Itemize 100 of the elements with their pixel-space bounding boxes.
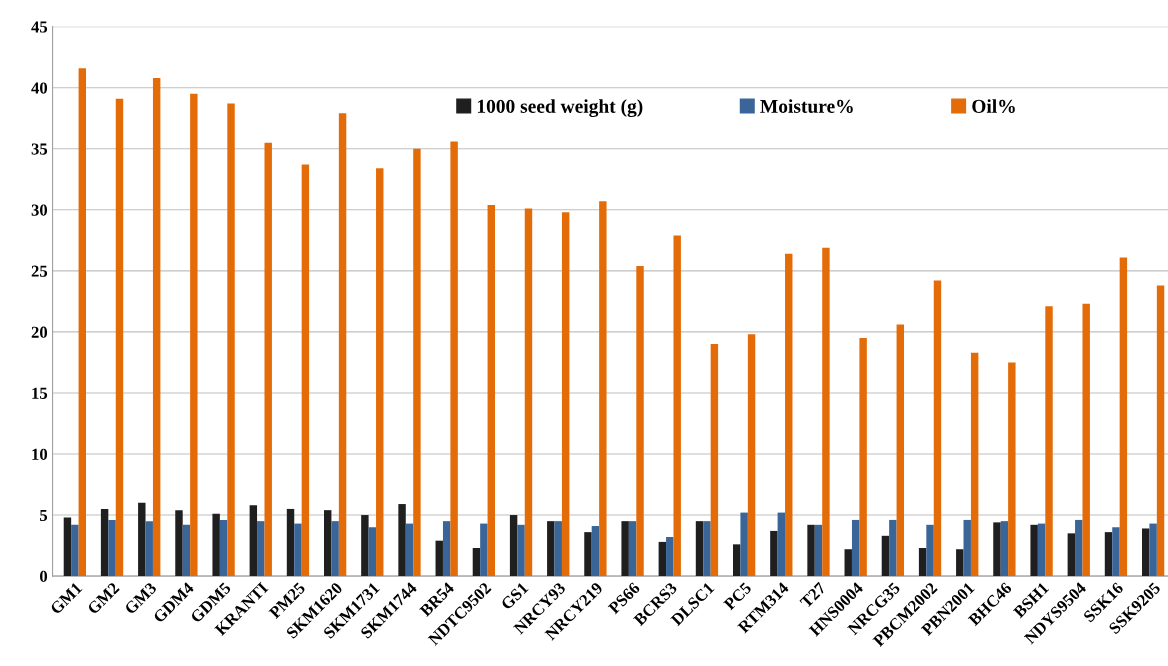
bar	[182, 524, 191, 577]
bar	[732, 544, 741, 577]
bar	[301, 164, 310, 577]
bar	[896, 324, 905, 577]
bar	[338, 113, 347, 577]
bar	[703, 521, 711, 577]
bar	[286, 508, 295, 577]
bar	[145, 521, 153, 577]
bar	[331, 521, 339, 577]
bar	[115, 98, 124, 577]
bar	[599, 201, 607, 577]
bar	[695, 521, 704, 577]
bar	[785, 253, 793, 577]
bar	[636, 265, 644, 577]
bar	[1082, 303, 1090, 577]
bar	[822, 247, 830, 577]
bar	[926, 524, 934, 577]
bar	[294, 523, 302, 577]
bar	[78, 68, 87, 577]
bar	[361, 515, 369, 577]
bar	[561, 212, 570, 577]
bar	[621, 521, 629, 577]
bar	[970, 352, 979, 577]
bar	[1000, 521, 1009, 577]
bar	[1149, 523, 1157, 577]
bar	[1067, 533, 1076, 577]
bar	[71, 524, 79, 577]
bar	[138, 502, 146, 577]
bar	[450, 141, 458, 577]
bar	[628, 521, 637, 577]
bar	[1008, 362, 1016, 577]
bar	[413, 148, 421, 577]
bar	[881, 535, 890, 577]
bar	[770, 530, 778, 577]
legend-label: 1000 seed weight (g)	[477, 99, 643, 117]
bar	[584, 532, 592, 577]
bar	[963, 519, 971, 577]
bar	[1075, 519, 1083, 577]
bar	[405, 523, 414, 577]
bar	[1045, 306, 1053, 577]
bar	[264, 142, 272, 577]
bar	[323, 510, 332, 577]
bar	[398, 504, 406, 577]
bar	[844, 549, 852, 577]
bar	[1112, 527, 1120, 577]
bar	[368, 527, 377, 577]
bar	[1037, 523, 1046, 577]
bar	[227, 103, 235, 577]
bar	[747, 334, 756, 577]
y-tick-label: 45	[31, 21, 48, 33]
bar	[956, 549, 964, 577]
bar	[257, 521, 265, 577]
bar	[740, 512, 748, 577]
bar	[212, 513, 220, 577]
bar	[673, 235, 681, 577]
bar	[814, 524, 823, 577]
bar	[807, 524, 815, 577]
bar	[918, 548, 927, 577]
legend-label: Oil%	[972, 99, 1015, 113]
bar	[442, 521, 451, 577]
bar	[1104, 532, 1113, 577]
bar	[666, 537, 674, 577]
y-tick-label: 15	[32, 387, 48, 399]
bar	[524, 208, 533, 577]
bar	[175, 510, 183, 577]
bar	[933, 280, 942, 577]
y-tick-label: 20	[31, 326, 48, 338]
legend-label: Moisture%	[760, 99, 853, 113]
y-tick-label: 30	[31, 204, 48, 216]
bar	[63, 517, 72, 577]
bar	[219, 519, 228, 577]
bar	[472, 548, 481, 577]
bar	[777, 512, 786, 577]
bar	[547, 521, 555, 577]
bar	[152, 77, 161, 577]
y-tick-label: 25	[31, 265, 48, 277]
bar	[658, 541, 667, 577]
bar	[376, 168, 384, 577]
bar	[1030, 524, 1038, 577]
bar	[487, 204, 496, 577]
y-tick-label: 40	[31, 82, 48, 94]
bar	[480, 523, 488, 577]
bar	[435, 540, 443, 577]
bar	[1156, 285, 1165, 577]
y-tick-label: 0	[40, 570, 48, 583]
bar	[517, 524, 525, 577]
bar	[1141, 528, 1150, 577]
bar	[100, 508, 109, 577]
bar	[509, 515, 518, 577]
bar	[889, 519, 897, 577]
bar	[554, 521, 562, 577]
bar	[851, 519, 860, 577]
y-tick-label: 5	[40, 509, 48, 521]
y-tick-label: 35	[31, 143, 48, 155]
bar	[859, 338, 867, 577]
bar	[249, 505, 258, 577]
bar	[1119, 257, 1128, 577]
bar	[993, 522, 1001, 577]
bar	[108, 519, 116, 577]
bar	[710, 344, 719, 577]
